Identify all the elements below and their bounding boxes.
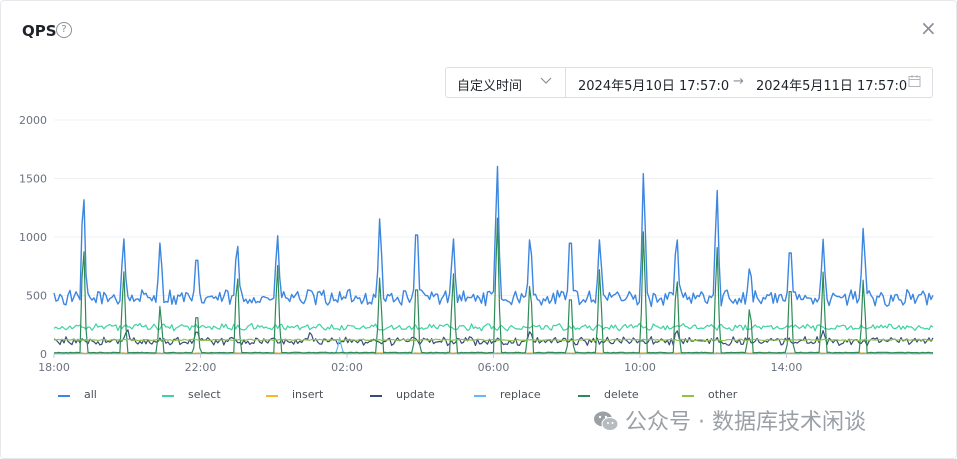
legend-label: update <box>396 388 435 401</box>
legend-label: all <box>84 388 97 401</box>
series-line-other <box>53 338 934 342</box>
legend-label: select <box>188 388 221 401</box>
legend-label: delete <box>604 388 639 401</box>
watermark-text: 公众号 · 数据库技术闲谈 <box>625 410 866 435</box>
legend-swatch <box>58 395 70 397</box>
close-icon[interactable]: × <box>920 16 937 40</box>
calendar-icon[interactable] <box>908 74 921 92</box>
legend-swatch <box>162 395 174 397</box>
x-tick-label: 14:00 <box>771 361 803 374</box>
end-date-input[interactable]: 2024年5月11日 17:57:0 <box>756 79 908 94</box>
legend-label: replace <box>500 388 541 401</box>
time-mode-select[interactable]: 自定义时间 <box>446 68 566 97</box>
date-range-picker[interactable]: 自定义时间 2024年5月10日 17:57:0 → 2024年5月11日 17… <box>445 67 933 98</box>
watermark: 公众号 · 数据库技术闲谈 <box>593 404 866 436</box>
legend-swatch <box>474 395 486 397</box>
legend-swatch <box>266 395 278 397</box>
wechat-icon <box>593 410 619 432</box>
y-tick-label: 1000 <box>19 231 47 244</box>
series-line-delete <box>53 217 934 354</box>
series-line-replace <box>53 337 934 355</box>
y-tick-label: 2000 <box>19 114 47 127</box>
series-line-all <box>53 165 934 308</box>
help-icon[interactable]: ? <box>56 22 72 38</box>
y-tick-label: 1500 <box>19 173 47 186</box>
legend-swatch <box>578 395 590 397</box>
time-mode-value: 自定义时间 <box>457 79 523 94</box>
legend-label: insert <box>292 388 324 401</box>
y-tick-label: 0 <box>40 348 47 361</box>
chevron-down-icon <box>540 74 552 89</box>
x-tick-label: 22:00 <box>185 361 217 374</box>
range-separator-icon: → <box>733 74 744 89</box>
series-line-select <box>53 322 934 332</box>
x-tick-label: 10:00 <box>624 361 656 374</box>
legend-swatch <box>682 395 694 397</box>
panel-title: QPS <box>22 22 57 40</box>
start-date-input[interactable]: 2024年5月10日 17:57:0 <box>578 79 730 94</box>
x-tick-label: 18:00 <box>38 361 70 374</box>
x-tick-label: 02:00 <box>331 361 363 374</box>
legend-swatch <box>370 395 382 397</box>
x-tick-label: 06:00 <box>478 361 510 374</box>
y-tick-label: 500 <box>26 290 47 303</box>
legend-label: other <box>708 388 738 401</box>
